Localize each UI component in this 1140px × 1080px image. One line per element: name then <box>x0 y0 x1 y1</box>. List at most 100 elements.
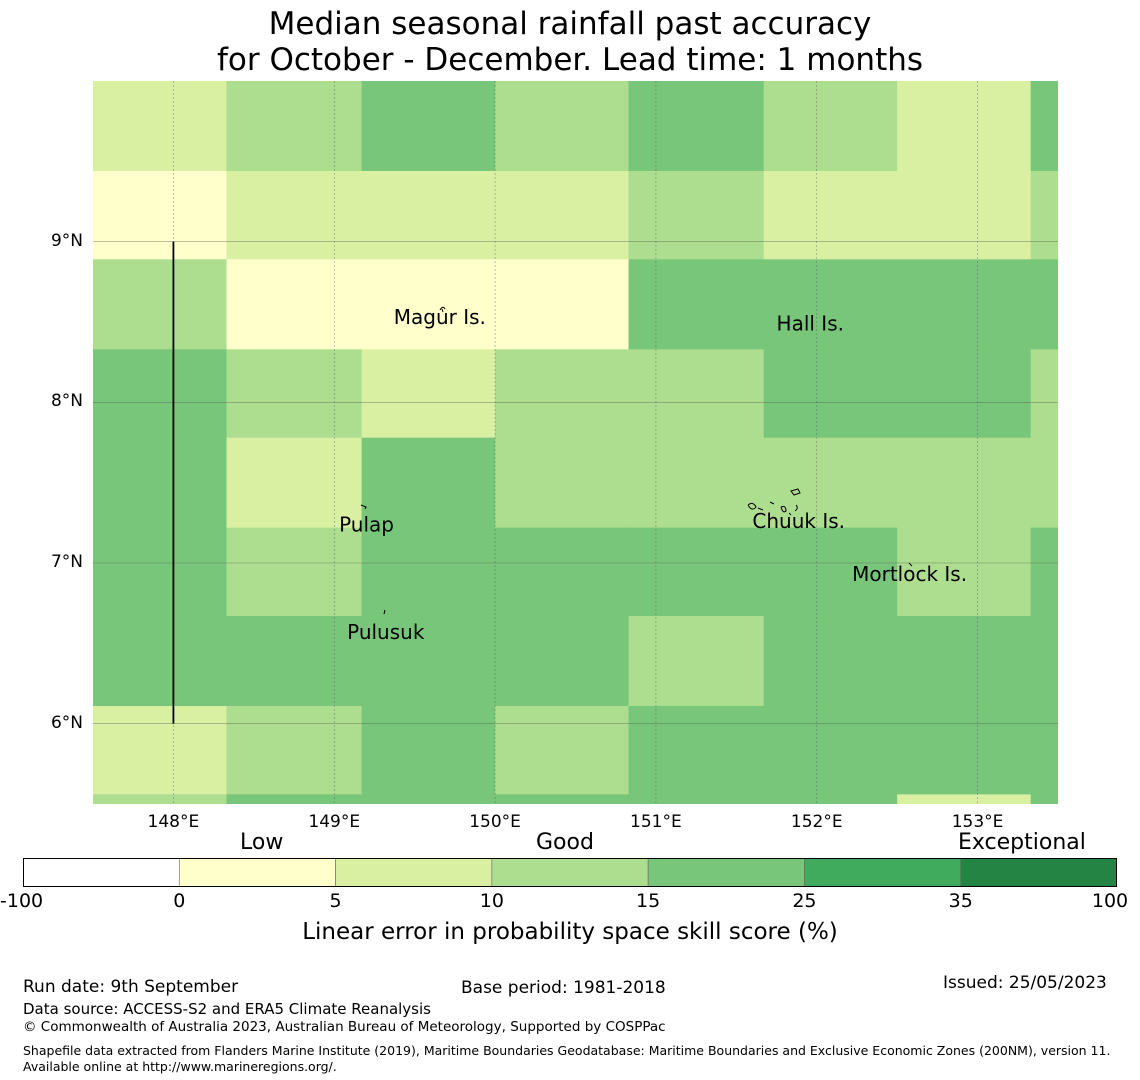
skill-cell <box>495 705 630 795</box>
issued-date: Issued: 25/05/2023 <box>943 973 1107 993</box>
skill-cell <box>763 527 898 617</box>
skill-cell <box>897 794 1032 804</box>
skill-cell <box>93 527 227 617</box>
skill-cell <box>93 794 227 804</box>
island-outline-mortlock <box>908 562 913 567</box>
skill-cell <box>1030 349 1058 439</box>
skill-cell <box>93 170 227 260</box>
longitude-tick-label: 148°E <box>147 812 200 832</box>
skill-cell <box>93 81 227 172</box>
skill-cell <box>628 527 765 617</box>
longitude-tick-label: 151°E <box>630 812 682 832</box>
colorbar-tick-label: -100 <box>0 890 44 912</box>
skill-cell <box>897 616 1032 707</box>
skill-cells <box>93 81 1058 804</box>
skill-cell <box>495 527 630 617</box>
skill-cell <box>628 81 765 172</box>
skill-cell <box>226 81 363 172</box>
island-outlines <box>360 306 913 615</box>
colorbar-tick-label: 100 <box>1091 890 1129 912</box>
skill-cell <box>897 81 1032 172</box>
copyright: © Commonwealth of Australia 2023, Austra… <box>23 1019 666 1035</box>
skill-cell <box>763 81 898 172</box>
colorbar-tick-label: 10 <box>479 890 504 912</box>
skill-cell <box>93 349 227 439</box>
skill-cell <box>628 170 765 260</box>
skill-cell <box>1030 794 1058 804</box>
place-label: Pulusuk <box>347 620 425 644</box>
skill-cell <box>226 259 363 350</box>
place-label: Pulap <box>339 512 394 536</box>
skill-cell <box>495 349 630 439</box>
skill-cell <box>93 705 227 795</box>
skill-map: Magur Is. Hall Is. Pulap Chuuk Is. Mortlock … <box>93 81 1058 804</box>
latitude-tick-label: 8°N <box>50 391 83 412</box>
category-exceptional: Exceptional <box>958 830 1086 855</box>
colorbar-tick-label: 0 <box>173 890 186 912</box>
run-date: Run date: 9th September <box>23 977 239 997</box>
skill-cell <box>361 794 496 804</box>
skill-cell <box>226 170 363 260</box>
island-outline-pulusuk <box>383 609 386 615</box>
skill-cell <box>495 616 630 707</box>
colorbar-segment <box>960 858 1117 887</box>
skill-cell <box>763 705 898 795</box>
colorbar-segment <box>647 858 805 887</box>
title-line-2: for October - December. Lead time: 1 mon… <box>216 42 924 78</box>
skill-cell <box>495 794 630 804</box>
skill-cell <box>897 170 1032 260</box>
latitude-tick-label: 6°N <box>50 712 83 733</box>
skill-cell <box>1030 705 1058 795</box>
colorbar-segment <box>335 858 493 887</box>
colorbar <box>23 858 1117 887</box>
skill-cell <box>226 705 363 795</box>
skill-cell <box>897 437 1032 529</box>
skill-cell <box>226 527 363 617</box>
colorbar-tick-label: 35 <box>948 890 973 912</box>
island-outline-magur <box>439 306 446 313</box>
colorbar-segment <box>804 858 962 887</box>
place-label: Mortlock Is. <box>852 562 967 586</box>
skill-cell <box>628 616 765 707</box>
longitude-tick-label: 150°E <box>469 812 521 832</box>
skill-cell <box>93 437 227 529</box>
skill-cell <box>93 259 227 350</box>
colorbar-label: Linear error in probability space skill … <box>302 919 838 945</box>
longitude-tick-label: 149°E <box>308 812 361 832</box>
skill-cell <box>628 705 765 795</box>
place-labels: Magur Is. Hall Is. Pulap Chuuk Is. Mortlock … <box>339 305 967 644</box>
skill-cell <box>897 705 1032 795</box>
skill-cell <box>763 259 898 350</box>
skill-cell <box>495 259 630 350</box>
skill-cell <box>226 349 363 439</box>
map-title: Median seasonal rainfall past accuracy f… <box>0 6 1140 78</box>
data-source: Data source: ACCESS-S2 and ERA5 Climate … <box>23 1000 431 1018</box>
skill-cell <box>361 170 496 260</box>
skill-cell <box>226 616 363 707</box>
skill-cell <box>628 259 765 350</box>
skill-cell <box>361 81 496 172</box>
place-label: Chuuk Is. <box>752 509 845 533</box>
latitude-tick-label: 9°N <box>50 230 83 251</box>
skill-cell <box>361 437 496 529</box>
skill-cell <box>763 616 898 707</box>
skill-cell <box>361 527 496 617</box>
latitude-tick-label: 7°N <box>50 552 83 572</box>
longitude-tick-label: 153°E <box>951 812 1004 832</box>
skill-cell <box>1030 81 1058 172</box>
place-label: Hall Is. <box>777 312 844 336</box>
skill-cell <box>897 527 1032 617</box>
category-low: Low <box>240 830 284 855</box>
skill-cell <box>628 349 765 439</box>
skill-cell <box>897 349 1032 439</box>
longitude-tick-label: 152°E <box>790 812 843 832</box>
skill-cell <box>226 794 363 804</box>
skill-cell <box>628 437 765 529</box>
base-period: Base period: 1981-2018 <box>461 978 666 998</box>
colorbar-segment <box>178 858 336 887</box>
category-good: Good <box>536 830 594 855</box>
skill-cell <box>1030 170 1058 260</box>
skill-cell <box>495 437 630 529</box>
colorbar-tick-label: 25 <box>792 890 817 912</box>
skill-cell <box>361 616 496 707</box>
